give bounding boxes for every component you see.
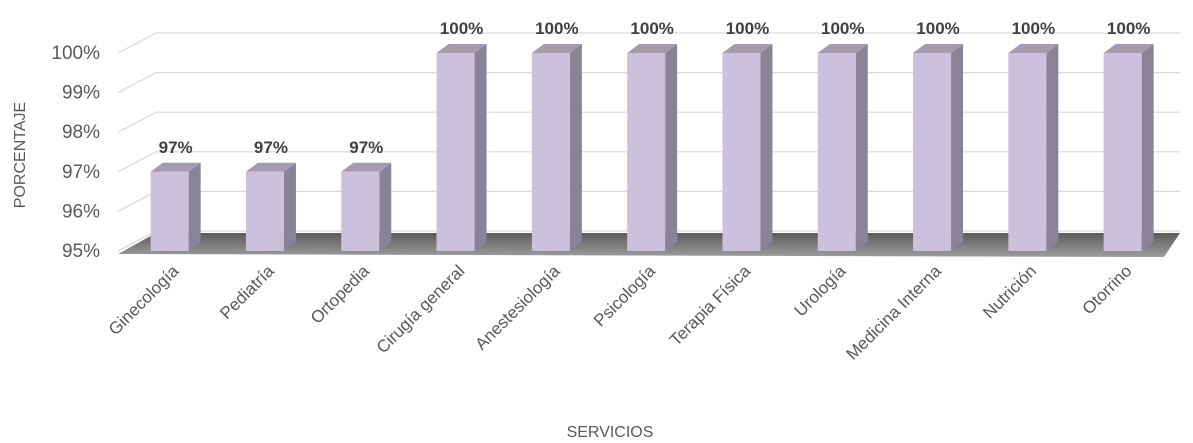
bar-side-face [569,44,582,251]
y-tick-label: 100% [51,43,100,64]
bar-side-face [760,44,773,251]
bar [245,162,296,251]
data-label: 97% [159,138,193,157]
x-tick-label: Anestesiología [471,261,564,354]
y-tick-label: 97% [62,162,100,183]
x-axis-ticks: Ginecología Pediatría Ortopedia Cirugía gen… [105,261,1136,364]
bar-top-face [531,44,582,53]
data-label: 100% [440,19,483,38]
data-label: 100% [726,19,769,38]
bar-side-face [855,44,868,251]
x-tick-label: Terapia Física [666,261,755,350]
data-label: 100% [916,19,959,38]
bar [531,44,582,251]
gridline [117,32,1180,54]
x-tick-label: Ginecología [105,261,183,339]
x-tick-label: Urología [791,261,850,320]
data-label: 100% [1107,19,1150,38]
bar [913,44,964,251]
bar [722,44,773,251]
bar-front-face [436,53,475,251]
bar-top-face [627,44,678,53]
bar-side-face [379,162,392,251]
bar-side-face [1141,44,1154,251]
bar [627,44,678,251]
x-tick-label: Medicina Interna [843,261,946,364]
bar-front-face [913,53,952,251]
bar-top-face [817,44,868,53]
bar-top-face [245,162,296,172]
x-tick-label: Otorrino [1079,261,1136,318]
y-tick-label: 96% [62,201,100,222]
bar-front-face [1008,53,1047,251]
bar-front-face [817,53,856,251]
bar-front-face [150,171,189,251]
bar-top-face [1103,44,1154,53]
bar [150,162,201,251]
bar-front-face [1103,53,1142,251]
x-tick-label: Pediatría [216,261,278,323]
bar-side-face [188,162,201,251]
x-tick-label: Cirugía general [373,261,469,357]
x-tick-label: Nutrición [979,261,1040,322]
bar-front-face [341,171,380,251]
data-label: 100% [1012,19,1055,38]
data-label: 97% [349,138,383,157]
bar-side-face [1046,44,1059,251]
data-label: 100% [535,19,578,38]
bar [341,162,392,251]
bar-top-face [150,162,201,172]
bar-front-face [627,53,666,251]
bar-side-face [474,44,487,251]
x-tick-label: Psicología [590,261,659,330]
y-tick-label: 98% [62,122,100,143]
y-tick-label: 99% [62,83,100,104]
y-axis-title: PORCENTAJE [12,102,29,208]
bar-front-face [722,53,761,251]
bar [436,44,487,251]
data-label: 100% [630,19,673,38]
data-labels: 97% 97% 97% 100% 100% 100% 100% 100% 100% 100% 100… [159,19,1151,157]
y-tick-label: 95% [62,241,100,262]
bar-front-face [531,53,570,251]
bar-top-face [913,44,964,53]
bar-top-face [1008,44,1059,53]
x-axis-title: SERVICIOS [567,424,654,441]
bar-front-face [245,171,284,251]
bar-side-face [665,44,678,251]
x-tick-label: Ortopedia [307,261,374,328]
bar-side-face [951,44,964,251]
bar-side-face [283,162,296,251]
data-label: 97% [254,138,288,157]
data-label: 100% [821,19,864,38]
bar [1008,44,1059,251]
bar-top-face [436,44,487,53]
y-axis-ticks: 95% 96% 97% 98% 99% 100% [51,43,100,262]
bar-top-face [341,162,392,172]
bar [817,44,868,251]
bar [1103,44,1154,251]
bar-top-face [722,44,773,53]
bars [150,44,1154,251]
